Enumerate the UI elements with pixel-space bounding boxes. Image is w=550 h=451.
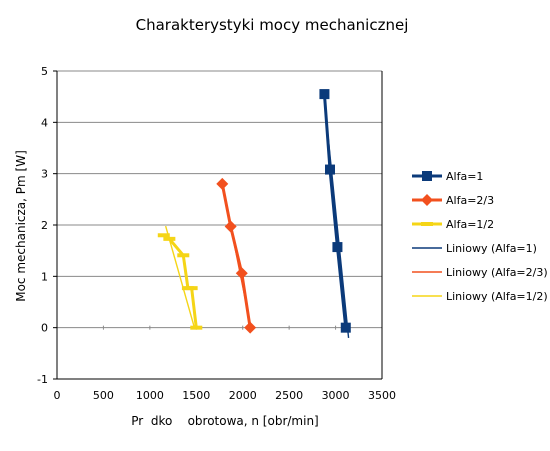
data-point: [325, 164, 335, 175]
y-tick-label: -1: [37, 373, 48, 386]
y-tick-label: 4: [41, 116, 48, 129]
x-tick-label: 1500: [182, 389, 210, 402]
x-tick-label: 2500: [275, 389, 303, 402]
trendline-3: [164, 225, 196, 328]
legend: Alfa=1 Alfa=2/3 Alfa=1/2 Liniowy (Alfa=1) Li…: [412, 170, 548, 303]
x-tick-label: 500: [93, 389, 114, 402]
x-tick-label: 3500: [368, 389, 396, 402]
series-line-2: [220, 183, 252, 328]
chart-title: Charakterystyki mocy mechanicznej: [136, 16, 409, 34]
legend-label: Liniowy (Alfa=1): [446, 242, 537, 255]
y-axis-label: Moc mechanicza, Pm [W]: [14, 150, 28, 302]
legend-label: Liniowy (Alfa=1/2): [446, 290, 548, 303]
data-point: [235, 267, 248, 280]
legend-marker: [421, 194, 433, 206]
x-axis-label: Pr dko obrotowa, n [obr/min]: [131, 414, 319, 428]
legend-marker: [422, 171, 432, 181]
x-tick-label: 3000: [322, 389, 350, 402]
x-tick-label: 1000: [136, 389, 164, 402]
x-tick-label: 0: [54, 389, 61, 402]
data-point: [163, 236, 176, 241]
data-point: [177, 253, 190, 258]
data-point: [224, 220, 237, 233]
data-point: [157, 233, 170, 238]
series-line-3: [162, 234, 198, 328]
legend-label: Liniowy (Alfa=2/3): [446, 266, 548, 279]
data-point: [190, 325, 203, 330]
y-tick-label: 5: [41, 65, 48, 78]
y-tick-label: 0: [41, 322, 48, 335]
y-tick-label: 3: [41, 168, 48, 181]
data-point: [340, 322, 351, 333]
data-point: [185, 286, 198, 291]
data-point: [319, 89, 330, 100]
y-tick-label: 2: [41, 219, 48, 232]
legend-label: Alfa=1/2: [446, 218, 494, 231]
x-tick-label: 2000: [229, 389, 257, 402]
plot-area: -1 0 1 2 3 4 5 0 500 1000 1500 2000 2500 3000 3500: [37, 65, 396, 402]
data-point: [332, 242, 343, 253]
y-tick-label: 1: [41, 270, 48, 283]
legend-label: Alfa=2/3: [446, 194, 494, 207]
series-line-1: [322, 93, 348, 328]
data-point: [216, 177, 229, 190]
data-point: [244, 321, 257, 334]
legend-marker: [421, 222, 433, 226]
legend-label: Alfa=1: [446, 170, 483, 183]
